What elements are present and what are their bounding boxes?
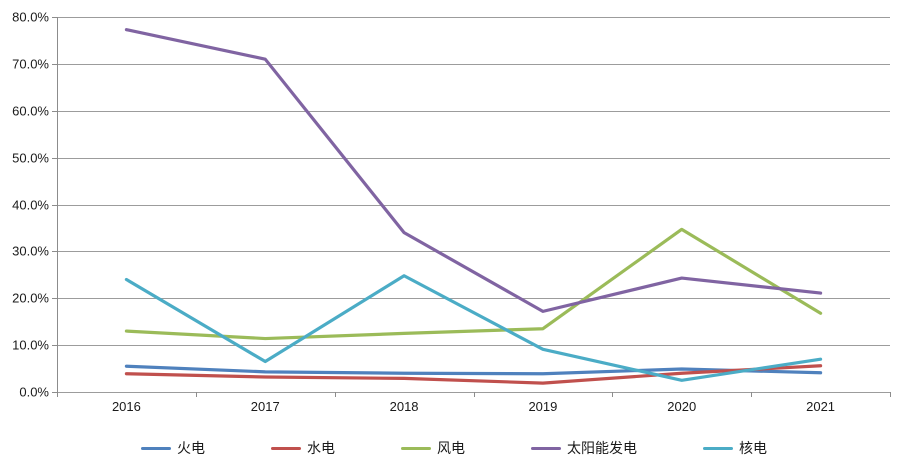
y-tick-label: 30.0%	[12, 244, 49, 259]
legend-line-swatch	[401, 446, 431, 450]
x-tick-label: 2018	[390, 399, 419, 414]
y-tick-label: 70.0%	[12, 57, 49, 72]
legend-label: 核电	[739, 440, 767, 456]
legend-line-swatch	[271, 446, 301, 450]
x-tick-label: 2020	[667, 399, 696, 414]
x-tick-label: 2016	[112, 399, 141, 414]
legend-item-0: 火电	[141, 438, 205, 458]
legend-line-swatch	[531, 446, 561, 450]
legend-item-2: 风电	[401, 438, 465, 458]
y-tick-label: 0.0%	[19, 385, 49, 400]
series-line-2	[124, 227, 823, 341]
legend-item-3: 太阳能发电	[531, 438, 637, 458]
legend-line-swatch	[703, 446, 733, 450]
y-tick-label: 40.0%	[12, 198, 49, 213]
legend-item-4: 核电	[703, 438, 767, 458]
y-tick-label: 50.0%	[12, 151, 49, 166]
plot-area: 0.0% 10.0% 20.0% 30.0% 40.0% 50.0% 60.0% 70.0% 8…	[12, 10, 891, 414]
x-tick-label: 2021	[806, 399, 835, 414]
series-line-3	[124, 28, 823, 313]
legend-label: 水电	[307, 440, 335, 456]
legend-label: 风电	[437, 440, 465, 456]
legend-label: 太阳能发电	[567, 440, 637, 456]
legend-label: 火电	[177, 440, 205, 456]
legend-item-1: 水电	[271, 438, 335, 458]
series-line-0	[124, 364, 823, 376]
x-tick-label: 2019	[528, 399, 557, 414]
legend-line-swatch	[141, 446, 171, 450]
chart-legend: 火电 水电 风电 太阳能发电 核电	[0, 438, 908, 458]
y-tick-label: 10.0%	[12, 338, 49, 353]
x-tick-label: 2017	[251, 399, 280, 414]
y-tick-label: 80.0%	[12, 10, 49, 25]
y-tick-label: 20.0%	[12, 291, 49, 306]
y-tick-label: 60.0%	[12, 104, 49, 119]
series-line-1	[124, 364, 823, 385]
series-line-4	[124, 274, 823, 382]
